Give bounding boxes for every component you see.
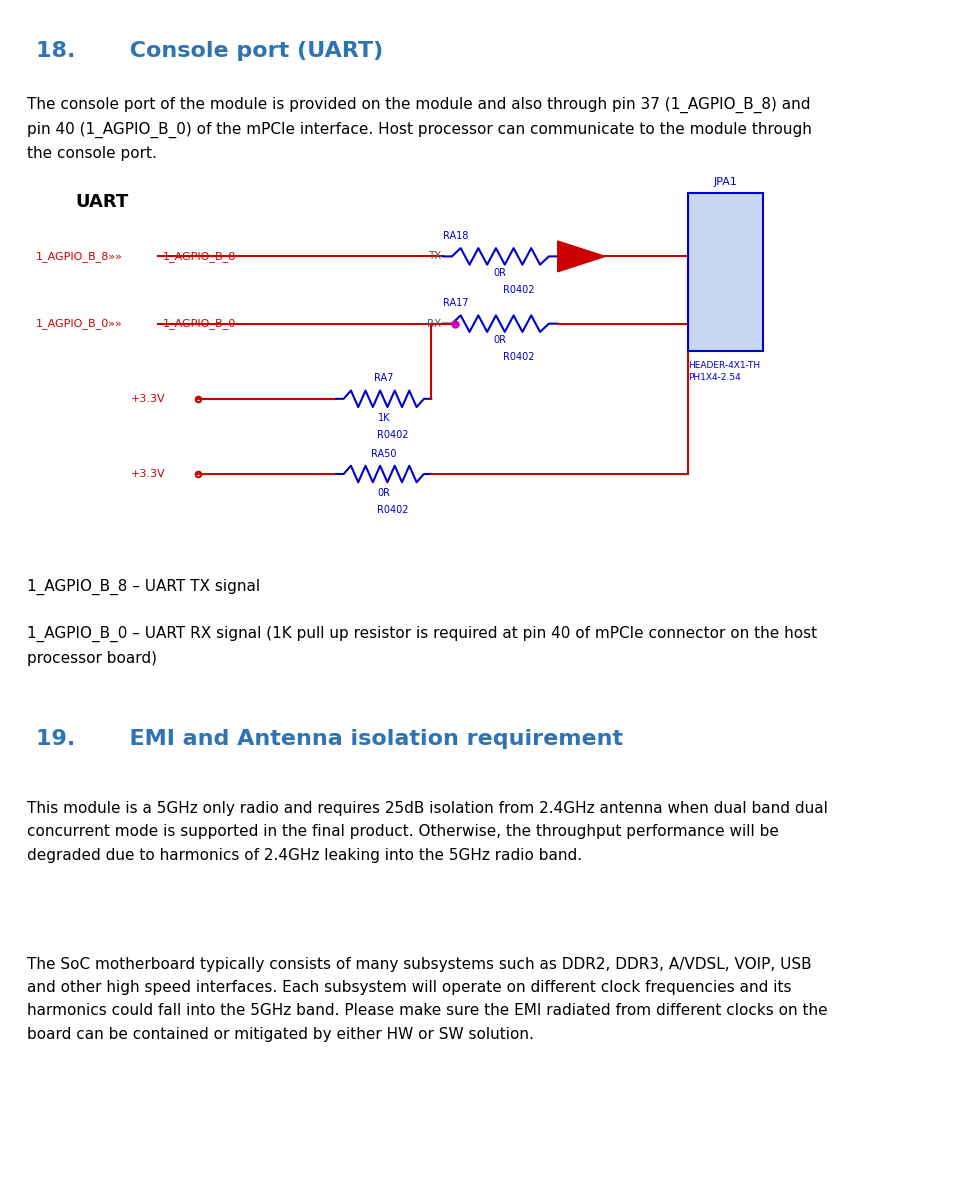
Polygon shape xyxy=(557,241,605,272)
Text: +3.3V: +3.3V xyxy=(131,393,166,404)
Text: R0402: R0402 xyxy=(502,352,534,363)
Text: R0402: R0402 xyxy=(377,430,408,439)
Text: R0402: R0402 xyxy=(502,285,534,295)
Text: 0R: 0R xyxy=(377,488,390,498)
Text: The console port of the module is provided on the module and also through pin 37: The console port of the module is provid… xyxy=(27,97,811,161)
Text: 1_AGPIO_B_8 – UART TX signal: 1_AGPIO_B_8 – UART TX signal xyxy=(27,579,260,595)
Text: 1K: 1K xyxy=(377,413,390,423)
Text: JPA1: JPA1 xyxy=(713,177,736,187)
Text: HEADER-4X1-TH
PH1X4-2.54: HEADER-4X1-TH PH1X4-2.54 xyxy=(687,361,760,381)
Text: 1: 1 xyxy=(703,327,708,337)
Text: 0R: 0R xyxy=(493,335,507,346)
Text: RA18: RA18 xyxy=(443,231,468,241)
Text: RA17: RA17 xyxy=(443,299,468,308)
Text: 0R: 0R xyxy=(493,268,507,279)
Text: 1_AGPIO_B_0»»: 1_AGPIO_B_0»» xyxy=(36,318,122,329)
Text: 1_AGPIO_B_8»»: 1_AGPIO_B_8»» xyxy=(36,250,123,262)
Text: TX: TX xyxy=(427,252,441,261)
Text: R0402: R0402 xyxy=(377,504,408,515)
Text: This module is a 5GHz only radio and requires 25dB isolation from 2.4GHz antenna: This module is a 5GHz only radio and req… xyxy=(27,801,827,862)
Text: 1: 1 xyxy=(741,327,746,337)
Text: +3.3V: +3.3V xyxy=(131,469,166,479)
Text: 4: 4 xyxy=(703,208,708,217)
Bar xyxy=(687,193,763,352)
Text: 19.       EMI and Antenna isolation requirement: 19. EMI and Antenna isolation requiremen… xyxy=(36,729,622,749)
Text: RA7: RA7 xyxy=(374,373,393,384)
Text: 2: 2 xyxy=(741,287,746,296)
Text: 2: 2 xyxy=(703,287,708,296)
Text: RA50: RA50 xyxy=(370,449,396,458)
Text: The SoC motherboard typically consists of many subsystems such as DDR2, DDR3, A/: The SoC motherboard typically consists o… xyxy=(27,957,827,1042)
Text: 4: 4 xyxy=(741,208,746,217)
Text: 3: 3 xyxy=(703,248,709,257)
Text: 1_AGPIO_B_0: 1_AGPIO_B_0 xyxy=(162,318,235,329)
Text: 1_AGPIO_B_8: 1_AGPIO_B_8 xyxy=(162,250,235,262)
Text: 1_AGPIO_B_0 – UART RX signal (1K pull up resistor is required at pin 40 of mPCIe: 1_AGPIO_B_0 – UART RX signal (1K pull up… xyxy=(27,626,816,666)
Text: UART: UART xyxy=(76,193,129,211)
Text: 3: 3 xyxy=(741,248,746,257)
Text: RX: RX xyxy=(426,319,441,328)
Text: 18.       Console port (UART): 18. Console port (UART) xyxy=(36,41,383,61)
